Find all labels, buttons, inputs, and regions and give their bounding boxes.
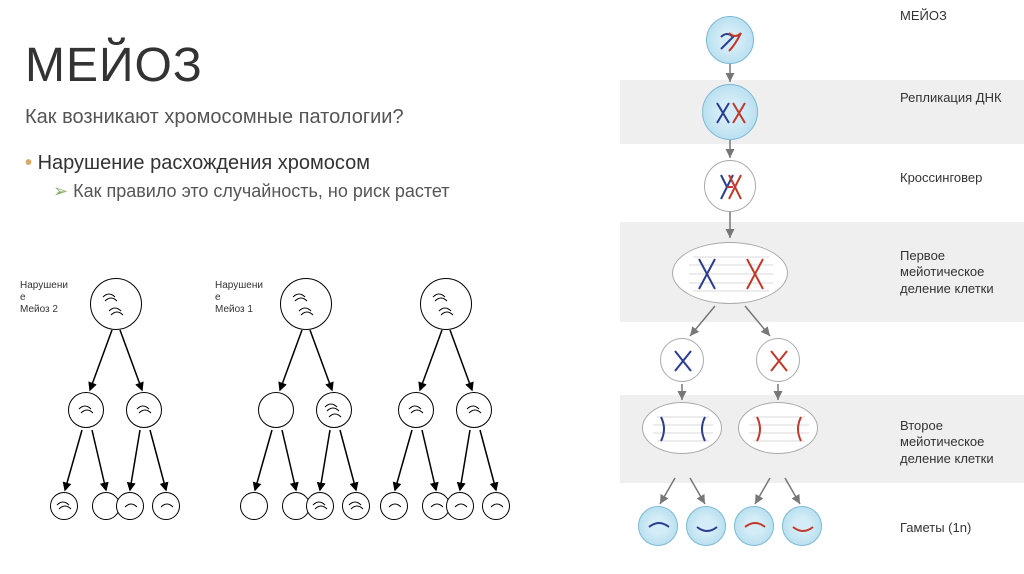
left-panel: МЕЙОЗ Как возникают хромосомные патологи… [25, 0, 575, 202]
gamete-1 [638, 506, 678, 546]
tree-label-m1: НарушениеМейоз 1 [215, 280, 285, 316]
tree2-m1-cell-a [258, 392, 294, 428]
meiosis-division1-cell [672, 242, 788, 304]
bullet-level1: Нарушение расхождения хромосом [25, 152, 575, 175]
tree3-m1-cell-a [398, 392, 434, 428]
tree1-gamete-1 [50, 492, 78, 520]
tree2-gamete-1 [240, 492, 268, 520]
tree1-m1-cell-b [126, 392, 162, 428]
tree2-gamete-4 [342, 492, 370, 520]
tree3-gamete-4 [482, 492, 510, 520]
subtitle: Как возникают хромосомные патологии? [25, 105, 575, 130]
meiosis-division2-cell-a [642, 402, 722, 454]
meiosis-replicated-cell [702, 84, 758, 140]
tree2-m1-cell-b [316, 392, 352, 428]
main-title: МЕЙОЗ [25, 38, 575, 93]
tree-label-m2: НарушениеМейоз 2 [20, 280, 90, 316]
tree1-m1-cell-a [68, 392, 104, 428]
tree3-gamete-3 [446, 492, 474, 520]
meiosis-crossover-cell [704, 160, 756, 212]
tree1-gamete-4 [152, 492, 180, 520]
tree1-parent-cell [90, 278, 142, 330]
tree3-m1-cell-b [456, 392, 492, 428]
nondisjunction-trees: НарушениеМейоз 2 НарушениеМейоз 1 [20, 270, 580, 570]
gamete-4 [782, 506, 822, 546]
meiosis-diagram: МЕЙОЗ Репликация ДНК Кроссинговер Первое… [620, 0, 1024, 574]
meiosis-cell-after-div1-b [756, 338, 800, 382]
meiosis-parent-cell [706, 16, 754, 64]
tree2-gamete-3 [306, 492, 334, 520]
gamete-3 [734, 506, 774, 546]
meiosis-division2-cell-b [738, 402, 818, 454]
tree3-parent-cell [420, 278, 472, 330]
tree2-parent-cell [280, 278, 332, 330]
tree1-gamete-3 [116, 492, 144, 520]
meiosis-cell-after-div1-a [660, 338, 704, 382]
tree3-gamete-1 [380, 492, 408, 520]
bullet-level2: Как правило это случайность, но риск рас… [53, 181, 575, 202]
gamete-2 [686, 506, 726, 546]
